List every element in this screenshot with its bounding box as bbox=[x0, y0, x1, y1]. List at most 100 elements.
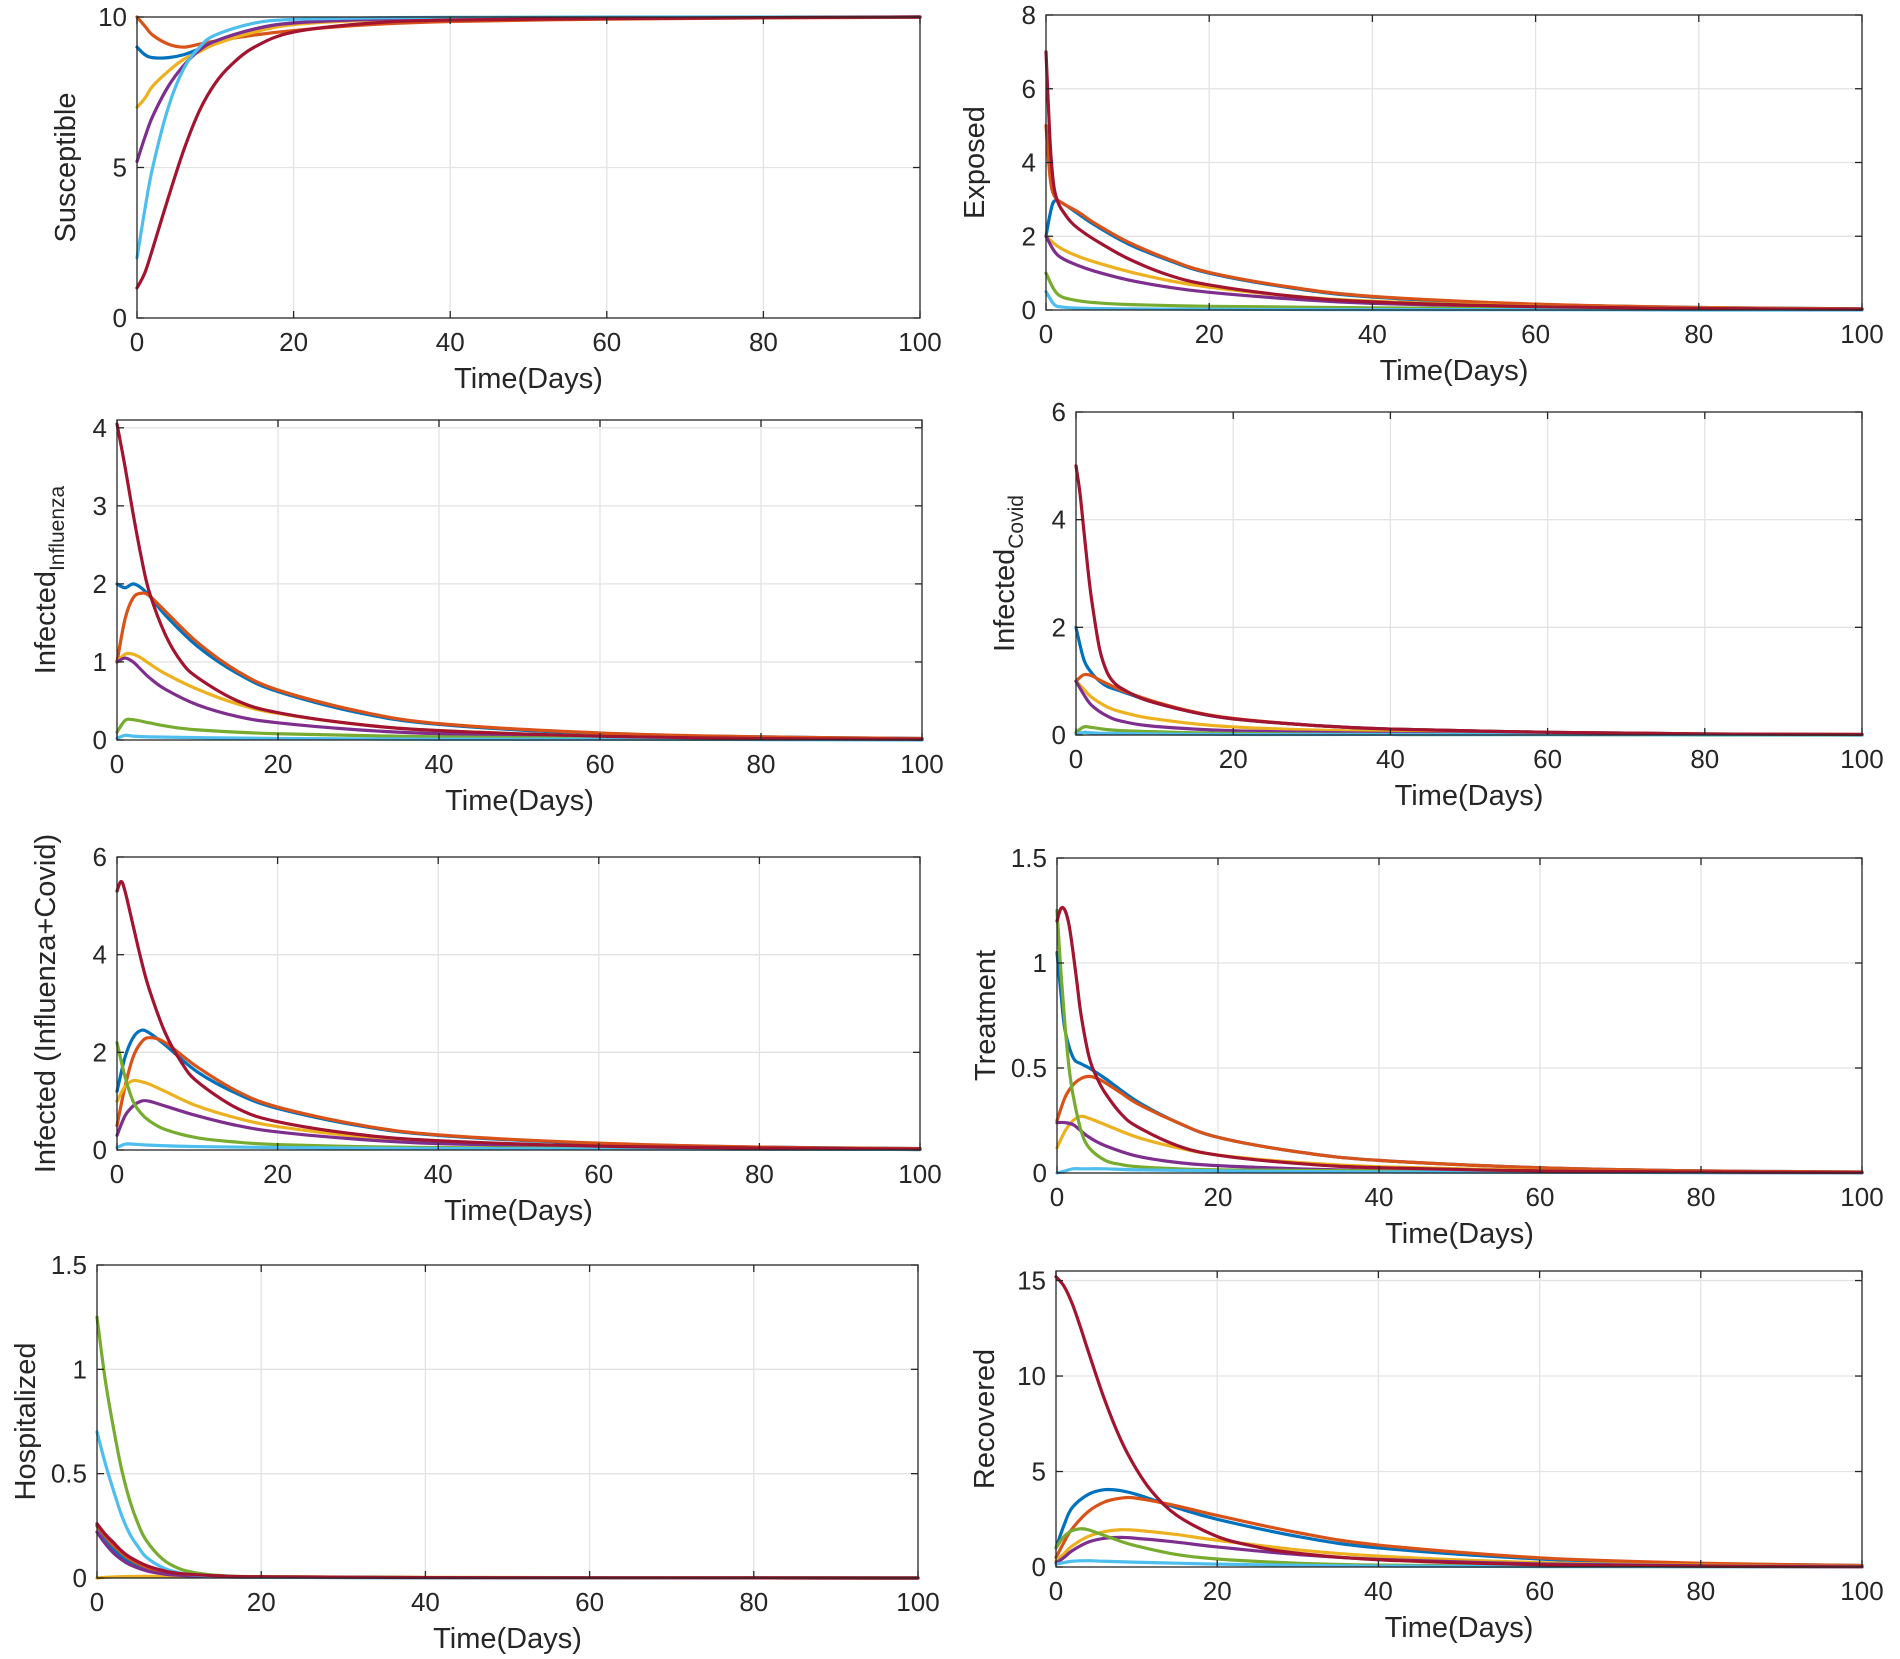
series-line-3 bbox=[1044, 234, 1864, 311]
x-tick-label: 80 bbox=[739, 1587, 768, 1617]
chart-panel-6: 0 20 40 60 80 100 0 0.5 1 1.5 Time(Days) Treatment bbox=[970, 843, 1884, 1250]
x-tick-label: 0 bbox=[110, 749, 124, 779]
y-tick-label: 3 bbox=[93, 491, 107, 521]
y-tick-label: 2 bbox=[93, 569, 107, 599]
y-axis-label-subscript: Covid bbox=[1005, 495, 1028, 549]
x-tick-label: 0 bbox=[1050, 1182, 1064, 1212]
x-tick-label: 80 bbox=[749, 327, 778, 357]
y-tick-label: 1 bbox=[73, 1354, 87, 1384]
series-group bbox=[1054, 1275, 1864, 1569]
y-tick-label: 8 bbox=[1022, 0, 1036, 30]
series-group bbox=[1055, 905, 1864, 1175]
x-axis-label: Time(Days) bbox=[1395, 780, 1544, 812]
x-tick-label: 0 bbox=[1049, 1576, 1063, 1606]
y-axis-label-main: Susceptible bbox=[50, 93, 82, 243]
x-tick-label: 0 bbox=[130, 327, 144, 357]
x-tick-label: 80 bbox=[745, 1159, 774, 1189]
series-line-6 bbox=[135, 15, 922, 290]
y-tick-label: 15 bbox=[1017, 1266, 1046, 1296]
series-line-7 bbox=[1074, 464, 1864, 737]
x-tick-label: 100 bbox=[1840, 1576, 1883, 1606]
x-axis-label: Time(Days) bbox=[444, 1195, 593, 1227]
chart-panel-2: 0 20 40 60 80 100 0 2 4 6 8 Time(Days) Exposed bbox=[959, 0, 1884, 387]
x-tick-label: 60 bbox=[1521, 319, 1550, 349]
x-tick-label: 40 bbox=[424, 1159, 453, 1189]
chart-panel-3: 0 20 40 60 80 100 0 1 2 3 4 Time(Days) InfectedInflu… bbox=[30, 413, 944, 817]
y-axis-label-subscript: Influenza bbox=[46, 485, 69, 571]
x-tick-label: 40 bbox=[436, 327, 465, 357]
series-line-6 bbox=[1055, 1167, 1864, 1175]
x-tick-label: 40 bbox=[1364, 1576, 1393, 1606]
series-line-7 bbox=[1044, 50, 1864, 311]
series-line-2 bbox=[1074, 672, 1864, 737]
x-axis-label: Time(Days) bbox=[433, 1623, 582, 1655]
x-tick-label: 20 bbox=[263, 1159, 292, 1189]
x-tick-label: 20 bbox=[1204, 1182, 1233, 1212]
y-tick-label: 0 bbox=[93, 1135, 107, 1165]
y-axis-label: Exposed bbox=[959, 106, 991, 219]
series-line-4 bbox=[1044, 234, 1864, 311]
y-axis-label-main: Infected bbox=[989, 549, 1021, 652]
y-axis-label: Infected (Influenza+Covid) bbox=[30, 834, 62, 1173]
x-tick-label: 80 bbox=[1690, 744, 1719, 774]
x-tick-label: 20 bbox=[279, 327, 308, 357]
series-line-6 bbox=[115, 1142, 922, 1152]
chart-panel-8: 0 20 40 60 80 100 0 5 10 15 Time(Days) Recovered bbox=[969, 1266, 1884, 1644]
x-tick-label: 60 bbox=[586, 749, 615, 779]
y-tick-label: 10 bbox=[1017, 1361, 1046, 1391]
y-tick-label: 6 bbox=[1022, 74, 1036, 104]
series-line-6 bbox=[95, 1430, 920, 1580]
series-line-2 bbox=[95, 1524, 920, 1580]
y-tick-label: 4 bbox=[1052, 505, 1066, 535]
y-tick-label: 1.5 bbox=[1011, 843, 1047, 873]
y-tick-label: 4 bbox=[93, 413, 107, 443]
y-tick-label: 5 bbox=[113, 153, 127, 183]
y-tick-label: 1 bbox=[93, 647, 107, 677]
x-tick-label: 100 bbox=[898, 327, 941, 357]
y-axis-label-main: Exposed bbox=[959, 106, 991, 219]
x-tick-label: 100 bbox=[900, 749, 943, 779]
series-line-1 bbox=[115, 1028, 922, 1151]
axes-box bbox=[1075, 411, 1863, 736]
y-tick-label: 0 bbox=[1032, 1552, 1046, 1582]
series-line-5 bbox=[115, 1040, 922, 1152]
x-tick-label: 80 bbox=[1686, 1576, 1715, 1606]
x-tick-label: 60 bbox=[1533, 744, 1562, 774]
y-tick-label: 0.5 bbox=[1011, 1053, 1047, 1083]
y-axis-label-main: Infected bbox=[30, 571, 62, 674]
series-line-2 bbox=[115, 591, 924, 741]
y-tick-label: 6 bbox=[93, 842, 107, 872]
y-tick-label: 0 bbox=[93, 725, 107, 755]
x-tick-label: 20 bbox=[1203, 1576, 1232, 1606]
series-line-5 bbox=[135, 15, 922, 260]
y-tick-label: 0 bbox=[73, 1563, 87, 1593]
x-tick-label: 20 bbox=[1195, 319, 1224, 349]
x-tick-label: 0 bbox=[1039, 319, 1053, 349]
series-line-3 bbox=[115, 651, 924, 741]
series-line-1 bbox=[1055, 950, 1864, 1174]
x-tick-label: 60 bbox=[1526, 1182, 1555, 1212]
x-axis-label: Time(Days) bbox=[454, 363, 603, 395]
x-tick-label: 20 bbox=[264, 749, 293, 779]
series-line-7 bbox=[1055, 905, 1864, 1175]
series-group bbox=[115, 879, 922, 1152]
series-line-7 bbox=[115, 422, 924, 741]
axes-box bbox=[116, 419, 923, 741]
y-tick-label: 2 bbox=[1022, 221, 1036, 251]
x-tick-label: 60 bbox=[1525, 1576, 1554, 1606]
y-axis-label: InfectedInfluenza bbox=[30, 485, 69, 674]
series-line-2 bbox=[115, 1036, 922, 1151]
y-axis-label-main: Hospitalized bbox=[10, 1343, 42, 1501]
x-axis-label: Time(Days) bbox=[1385, 1612, 1534, 1644]
y-tick-label: 0 bbox=[1052, 720, 1066, 750]
y-tick-label: 10 bbox=[98, 2, 127, 32]
x-axis-label: Time(Days) bbox=[445, 785, 594, 817]
series-line-2 bbox=[1055, 1074, 1864, 1174]
series-line-7 bbox=[1054, 1275, 1864, 1569]
series-group bbox=[1044, 50, 1864, 312]
x-tick-label: 80 bbox=[747, 749, 776, 779]
series-line-5 bbox=[95, 1315, 920, 1580]
y-tick-label: 5 bbox=[1032, 1457, 1046, 1487]
x-tick-label: 100 bbox=[1840, 319, 1883, 349]
